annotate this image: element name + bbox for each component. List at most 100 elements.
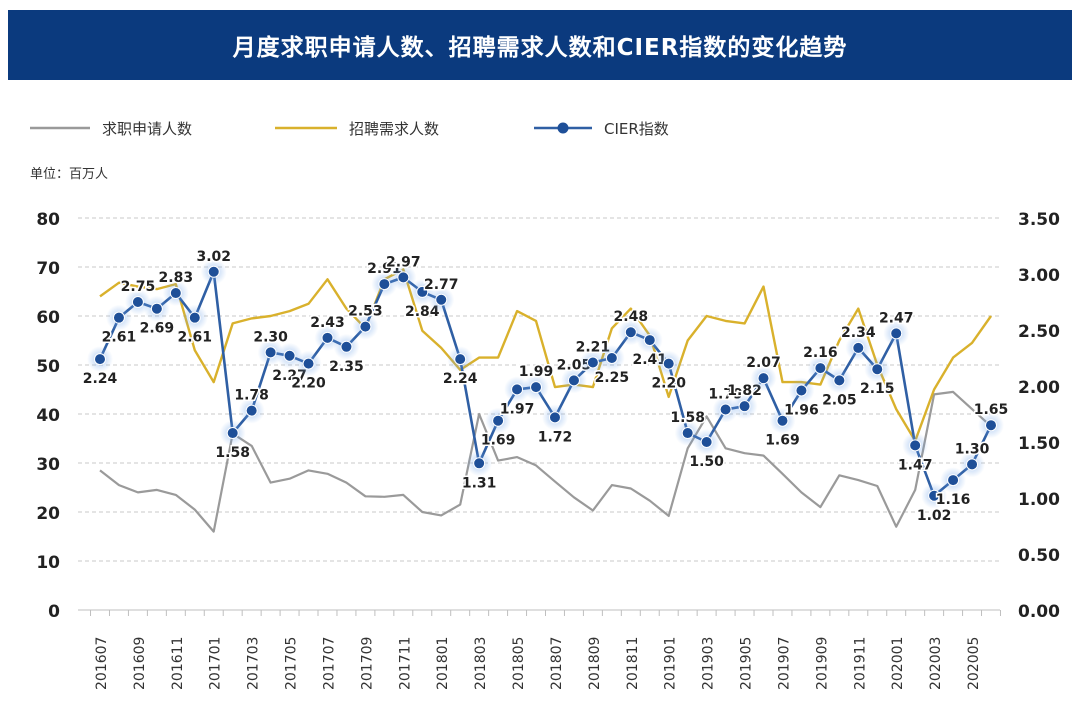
- x-tick-label: 201807: [549, 637, 565, 690]
- cier-marker: [169, 287, 182, 300]
- cier-data-label: 2.97: [386, 254, 421, 270]
- cier-data-label: 2.35: [329, 359, 364, 375]
- legend-label-2: 招聘需求人数: [349, 120, 439, 138]
- left-tick-label: 40: [36, 406, 60, 426]
- cier-marker: [416, 285, 429, 298]
- x-tick-label: 201901: [663, 637, 679, 690]
- cier-marker: [94, 353, 106, 366]
- cier-marker: [757, 372, 770, 385]
- left-tick-label: 0: [48, 602, 60, 622]
- right-tick-label: 1.50: [1018, 434, 1060, 454]
- cier-marker: [814, 362, 827, 375]
- cier-marker: [207, 265, 220, 278]
- cier-marker: [681, 427, 694, 440]
- cier-marker: [188, 311, 201, 324]
- x-tick-label: 202003: [928, 637, 944, 690]
- cier-data-label: 1.65: [974, 402, 1009, 418]
- cier-marker: [435, 293, 448, 306]
- title-bar: 月度求职申请人数、招聘需求人数和CIER指数的变化趋势: [8, 10, 1072, 80]
- cier-marker: [548, 411, 561, 424]
- cier-data-label: 1.97: [500, 401, 535, 417]
- cier-data-label: 1.78: [234, 388, 269, 404]
- cier-data-label: 1.50: [689, 454, 724, 470]
- cier-data-label: 2.47: [879, 310, 914, 326]
- cier-data-label: 2.77: [424, 277, 459, 293]
- cier-data-label: 2.61: [178, 330, 213, 346]
- cier-data-label: 2.15: [860, 381, 895, 397]
- x-tick-label: 201803: [473, 637, 489, 690]
- x-tick-label: 201705: [284, 637, 300, 690]
- cier-marker: [567, 374, 580, 387]
- cier-marker: [492, 414, 505, 427]
- cier-marker: [397, 271, 410, 284]
- cier-data-label: 1.96: [784, 402, 819, 418]
- cier-marker: [454, 353, 467, 366]
- cier-data-label: 2.24: [443, 371, 478, 387]
- x-tick-label: 202005: [966, 637, 982, 690]
- legend-label-1: 求职申请人数: [102, 120, 192, 138]
- x-tick-label: 201903: [701, 637, 717, 690]
- left-tick-label: 20: [36, 504, 60, 524]
- cier-marker: [662, 357, 675, 370]
- x-tick-label: 201905: [739, 637, 755, 690]
- left-tick-label: 60: [36, 308, 60, 328]
- cier-marker: [340, 340, 353, 353]
- right-tick-label: 0.50: [1018, 546, 1060, 566]
- cier-marker: [833, 374, 846, 387]
- left-tick-label: 30: [36, 455, 60, 475]
- cier-data-label: 1.30: [955, 441, 990, 457]
- x-tick-label: 201805: [511, 637, 527, 690]
- cier-marker: [719, 403, 732, 416]
- chart-title: 月度求职申请人数、招聘需求人数和CIER指数的变化趋势: [232, 35, 848, 61]
- cier-data-label: 2.20: [651, 376, 686, 392]
- cier-marker: [131, 296, 144, 308]
- cier-marker: [264, 346, 277, 359]
- cier-marker: [890, 327, 903, 340]
- cier-marker: [150, 302, 163, 315]
- x-tick-label: 201811: [625, 637, 641, 690]
- left-tick-label: 80: [36, 210, 60, 230]
- cier-marker: [586, 356, 599, 369]
- cier-data-label: 2.30: [253, 329, 288, 345]
- cier-marker: [795, 384, 808, 397]
- right-tick-label: 2.50: [1018, 322, 1060, 342]
- series-line-applicants: [99, 390, 992, 533]
- cier-data-label: 1.58: [215, 445, 250, 461]
- x-tick-label: 202001: [890, 637, 906, 690]
- cier-data-label: 2.07: [746, 355, 781, 371]
- cier-data-label: 1.69: [481, 433, 516, 449]
- cier-marker: [511, 383, 524, 396]
- cier-marker: [738, 400, 751, 413]
- x-tick-label: 201909: [814, 637, 830, 690]
- cier-marker: [985, 419, 997, 432]
- cier-data-label: 1.69: [765, 433, 800, 449]
- cier-data-label: 1.99: [519, 364, 554, 380]
- right-tick-label: 1.00: [1018, 490, 1060, 510]
- x-tick-label: 201701: [208, 637, 224, 690]
- cier-data-label: 2.69: [140, 321, 175, 337]
- right-tick-label: 3.50: [1018, 210, 1060, 230]
- cier-data-label: 2.20: [291, 376, 326, 392]
- x-tick-label: 201707: [321, 637, 337, 690]
- cier-data-label: 2.48: [614, 309, 649, 325]
- cier-marker: [700, 436, 713, 448]
- x-tick-label: 201607: [94, 637, 110, 690]
- right-tick-label: 3.00: [1018, 266, 1060, 286]
- x-tick-label: 201611: [170, 637, 186, 690]
- cier-marker: [852, 341, 865, 354]
- cier-marker: [473, 457, 486, 470]
- cier-data-label: 2.16: [803, 345, 838, 361]
- cier-data-label: 3.02: [196, 249, 231, 265]
- cier-data-label: 2.34: [841, 325, 876, 341]
- cier-data-label: 2.25: [595, 370, 630, 386]
- cier-marker: [947, 474, 960, 487]
- left-tick-label: 50: [36, 357, 60, 377]
- cier-marker: [624, 326, 637, 339]
- cier-data-label: 2.43: [310, 315, 345, 331]
- right-tick-label: 2.00: [1018, 378, 1060, 398]
- cier-marker: [378, 278, 391, 291]
- cier-marker: [245, 404, 258, 417]
- cier-marker: [112, 311, 125, 324]
- cier-data-label: 1.47: [898, 457, 933, 473]
